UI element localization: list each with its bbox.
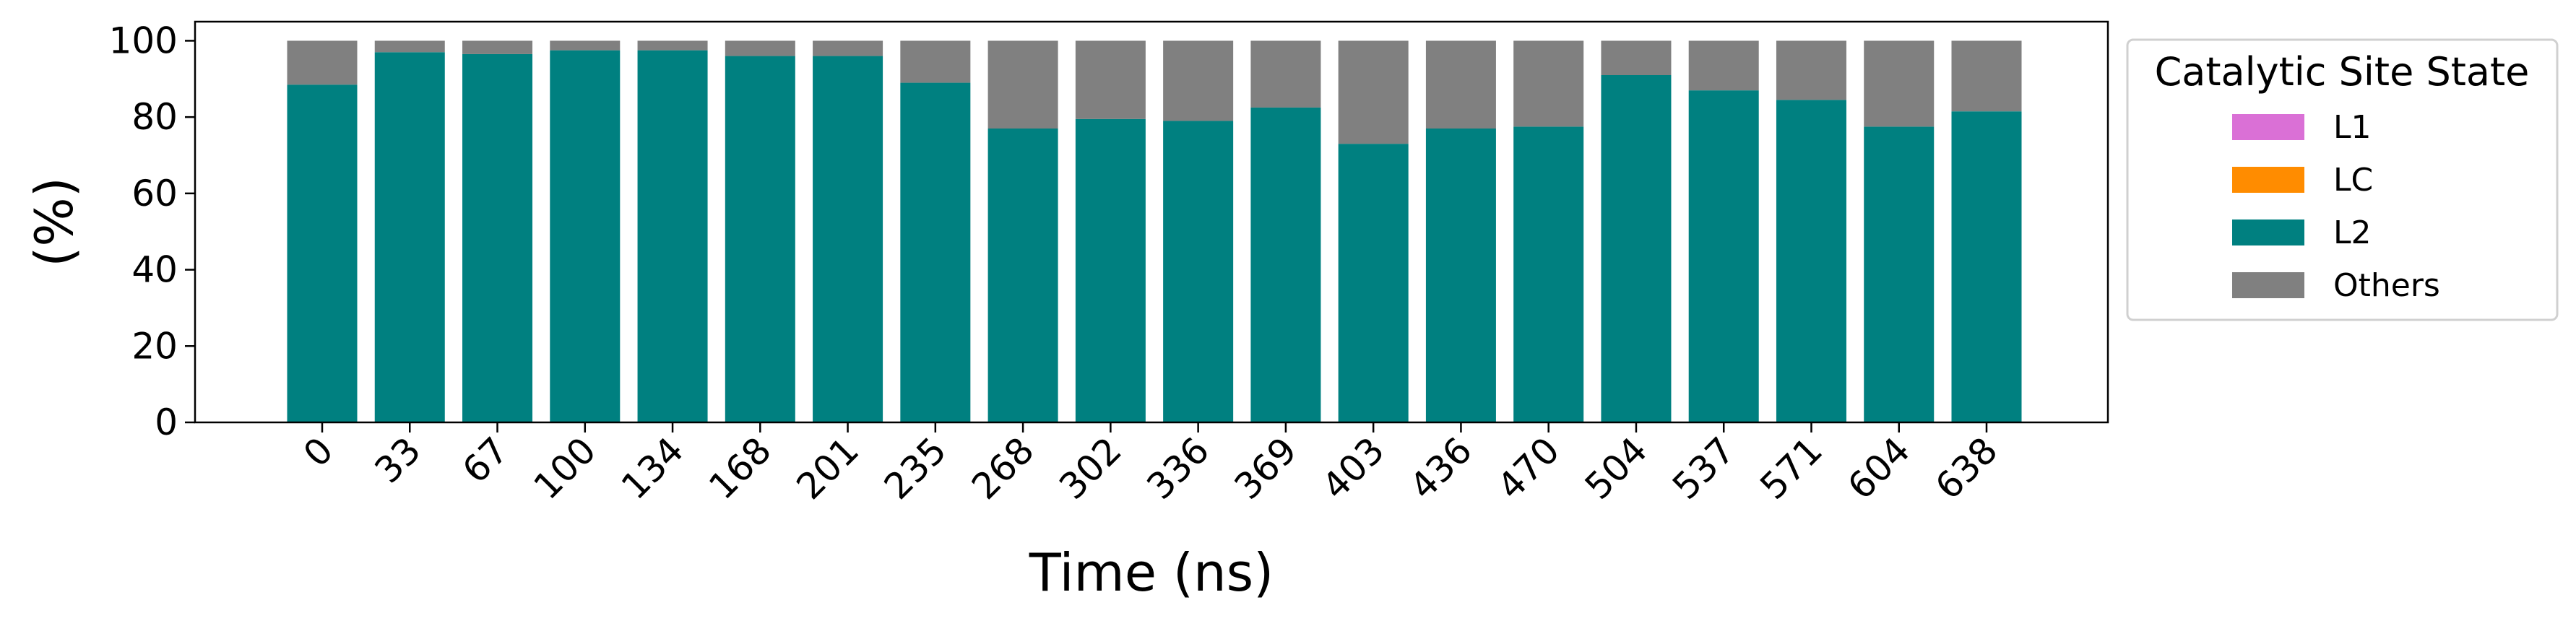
legend-swatch-others: [2232, 272, 2304, 298]
bar-others-571: [1776, 40, 1846, 100]
bar-others-268: [987, 40, 1058, 129]
legend-box: [2126, 38, 2559, 321]
y-axis: 0 20 40 60 80 100: [109, 19, 195, 443]
bar-others-235: [900, 40, 971, 83]
bar-others-168: [725, 40, 795, 56]
bar-others-67: [462, 40, 533, 54]
legend-label-l1: L1: [2333, 109, 2372, 146]
legend-swatch-l2: [2232, 219, 2304, 245]
legend-label-l2: L2: [2333, 214, 2372, 251]
bar-l2-436: [1425, 129, 1496, 422]
bar-l2-0: [287, 84, 358, 422]
bar-others-0: [287, 40, 358, 85]
bar-l2-268: [987, 129, 1058, 422]
bar-others-134: [637, 40, 708, 51]
bar-l2-571: [1776, 100, 1846, 422]
legend-label-lc: LC: [2333, 162, 2373, 199]
bar-l2-369: [1250, 107, 1321, 422]
bar-l2-134: [637, 50, 708, 422]
bar-l2-638: [1951, 111, 2022, 422]
legend: Catalytic Site State L1 LC L2 Others: [2126, 38, 2559, 321]
bar-l2-302: [1075, 118, 1146, 423]
bars-group: [287, 40, 2022, 423]
bar-l2-336: [1163, 121, 1234, 422]
x-axis-title: Time (ns): [1029, 542, 1274, 603]
legend-swatch-lc: [2232, 167, 2304, 193]
y-tick-label-20: 20: [131, 325, 178, 367]
bar-l2-201: [813, 56, 883, 423]
bar-others-369: [1250, 40, 1321, 108]
bar-l2-100: [550, 50, 621, 422]
y-axis-title: (%): [24, 177, 85, 267]
y-tick-label-80: 80: [131, 96, 178, 138]
bar-others-470: [1513, 40, 1584, 127]
bar-others-336: [1163, 40, 1234, 121]
legend-swatch-l1: [2232, 114, 2304, 140]
bar-others-537: [1688, 40, 1759, 91]
plot-frame: [194, 20, 2109, 424]
bar-others-604: [1864, 40, 1935, 127]
y-tick-label-40: 40: [131, 249, 178, 291]
bar-l2-235: [900, 82, 971, 423]
y-tick-label-60: 60: [131, 173, 178, 214]
legend-items: L1 LC L2 Others: [2232, 109, 2440, 304]
legend-label-others: Others: [2333, 267, 2440, 304]
y-tick-label-0: 0: [155, 401, 178, 443]
bar-l2-67: [462, 53, 533, 422]
bar-others-302: [1075, 40, 1146, 119]
bar-others-504: [1601, 40, 1672, 75]
bar-l2-470: [1513, 126, 1584, 422]
bar-others-100: [550, 40, 621, 51]
bar-others-201: [813, 40, 883, 56]
bar-others-638: [1951, 40, 2022, 112]
bar-l2-168: [725, 56, 795, 423]
bar-l2-504: [1601, 75, 1672, 422]
bar-l2-604: [1864, 126, 1935, 422]
legend-title: Catalytic Site State: [2155, 49, 2530, 95]
bar-l2-33: [374, 52, 445, 423]
bar-l2-403: [1338, 144, 1409, 422]
y-tick-label-100: 100: [109, 19, 178, 61]
bar-others-33: [374, 40, 445, 53]
bar-others-403: [1338, 40, 1409, 144]
bar-others-436: [1425, 40, 1496, 129]
bar-l2-537: [1688, 90, 1759, 423]
